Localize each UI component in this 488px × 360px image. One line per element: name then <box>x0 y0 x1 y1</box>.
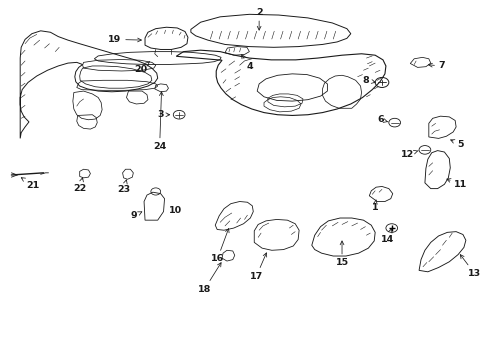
Text: 1: 1 <box>371 200 377 212</box>
Text: 11: 11 <box>446 179 467 189</box>
Text: 24: 24 <box>153 92 166 151</box>
Text: 4: 4 <box>241 55 252 71</box>
Text: 15: 15 <box>335 241 348 267</box>
Text: 20: 20 <box>134 62 149 74</box>
Text: 2: 2 <box>255 8 262 30</box>
Text: 21: 21 <box>21 178 40 190</box>
Text: 16: 16 <box>210 229 228 264</box>
Text: 5: 5 <box>450 140 463 149</box>
Text: 6: 6 <box>377 115 387 124</box>
Text: 22: 22 <box>73 178 86 193</box>
Text: 12: 12 <box>400 150 417 159</box>
Text: 17: 17 <box>249 253 266 280</box>
Text: 14: 14 <box>381 229 394 243</box>
Text: 13: 13 <box>459 255 480 278</box>
Text: 8: 8 <box>362 76 375 85</box>
Text: 23: 23 <box>117 180 130 194</box>
Text: 7: 7 <box>427 62 444 71</box>
Text: 3: 3 <box>157 110 169 119</box>
Text: 19: 19 <box>108 35 141 44</box>
Text: 10: 10 <box>168 206 181 215</box>
Text: 9: 9 <box>130 211 142 220</box>
Text: 18: 18 <box>198 263 221 293</box>
